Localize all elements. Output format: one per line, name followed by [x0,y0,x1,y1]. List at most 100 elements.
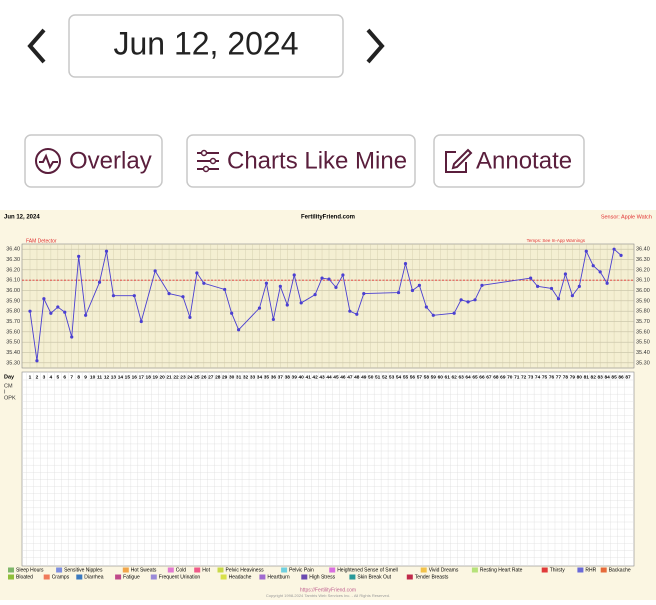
overlay-button[interactable]: Overlay [24,134,163,188]
temperature-point [355,312,359,316]
x-tick-label: 59 [431,374,437,380]
x-tick-label: 7 [70,374,73,380]
temperature-point [619,253,623,257]
x-tick-label: 82 [591,374,597,380]
x-tick-label: 50 [368,374,374,380]
x-tick-label: 57 [417,374,423,380]
x-tick-label: 10 [90,374,96,380]
legend-swatch [301,574,308,580]
temperature-point [396,290,401,295]
button-label: Annotate [476,147,572,174]
temperature-point [153,269,157,273]
x-tick-label: 13 [111,374,117,380]
y-tick-label: 35.40 [6,350,20,356]
footer-url: https://FertilityFriend.com [300,587,356,593]
x-tick-label: 44 [326,374,332,380]
x-tick-label: 49 [361,374,367,380]
temperature-point [549,286,554,291]
y-tick-label: 35.90 [636,298,650,304]
temperature-point [431,313,435,317]
temperature-point [63,310,67,314]
y-tick-label: 35.30 [6,360,20,366]
legend-label: Fatigue [123,574,140,580]
x-tick-label: 39 [292,374,298,380]
date-box[interactable] [68,14,344,78]
x-tick-label: 26 [201,374,207,380]
y-tick-label: 35.70 [6,319,20,325]
legend-label: Skin Break Out [357,574,391,580]
legend-label: Frequent Urination [159,574,201,580]
x-tick-label: 45 [333,374,339,380]
x-tick-label: 77 [556,374,562,380]
x-tick-label: 40 [299,374,305,380]
temperature-point [195,271,199,275]
x-tick-label: 78 [563,374,569,380]
temperature-point [480,283,484,287]
x-tick-label: 51 [375,374,381,380]
temperature-point [97,280,102,284]
annotate-button[interactable]: Annotate [433,134,585,188]
temperature-point [56,305,60,309]
y-tick-label: 36.30 [636,257,650,263]
legend-swatch [471,567,478,573]
legend-swatch [217,567,224,573]
x-tick-label: 75 [542,374,548,380]
legend-label: Resting Heart Rate [480,567,523,573]
x-tick-label: 62 [451,374,457,380]
legend-swatch [259,574,266,580]
x-tick-label: 84 [604,374,610,380]
y-tick-label: 35.50 [6,340,20,346]
y-tick-label: 36.20 [636,267,650,273]
temperature-point [536,284,540,288]
y-tick-label: 35.40 [636,350,650,356]
temp-note: Temps: See In-App Warnings [527,238,586,243]
legend-swatch [8,574,14,580]
x-tick-label: 65 [472,374,478,380]
legend-swatch [420,567,427,573]
legend-label: Hot [202,567,210,573]
x-tick-label: 5 [56,374,59,380]
temperature-point [278,284,282,288]
date-text: Jun 12, 2024 [113,25,298,61]
temperature-point [334,285,338,289]
x-tick-label: 60 [438,374,444,380]
x-tick-label: 29 [222,374,228,380]
sensor: Sensor: Apple Watch [601,214,652,220]
temperature-point [202,281,206,285]
temperature-point [237,328,241,332]
legend-swatch [56,567,63,573]
temperature-point [612,247,616,251]
x-tick-label: 42 [312,374,318,380]
temperature-point [584,249,588,253]
temperature-point [327,277,331,281]
x-tick-label: 9 [84,374,87,380]
prev-arrow[interactable] [27,28,46,64]
x-tick-label: 79 [570,374,576,380]
charts-like-mine-button[interactable]: Charts Like Mine [186,134,416,188]
legend-swatch [541,567,548,573]
temperature-point [49,311,53,315]
x-tick-label: 12 [104,374,110,380]
x-tick-label: 14 [118,374,124,380]
legend-label: Thirsty [550,567,566,573]
row-label: OPK [4,395,16,401]
temperature-point [598,270,602,274]
x-tick-label: 66 [479,374,485,380]
temperature-point [28,309,32,313]
temperature-point [257,306,262,310]
detector: FAM Detector [26,238,57,244]
next-arrow[interactable] [366,28,385,64]
x-tick-label: 69 [500,374,506,380]
temperature-point [313,293,317,297]
copyright: Copyright 1998-2024 Tamtris Web Services… [266,593,390,598]
x-tick-label: 48 [354,374,360,380]
legend-label: Headache [229,574,252,580]
temperature-point [84,313,88,317]
x-tick-label: 58 [424,374,430,380]
temperature-point [188,315,192,319]
x-tick-label: 52 [382,374,388,380]
x-tick-label: 47 [347,374,353,380]
x-tick-label: 37 [278,374,284,380]
legend-swatch [122,567,129,573]
